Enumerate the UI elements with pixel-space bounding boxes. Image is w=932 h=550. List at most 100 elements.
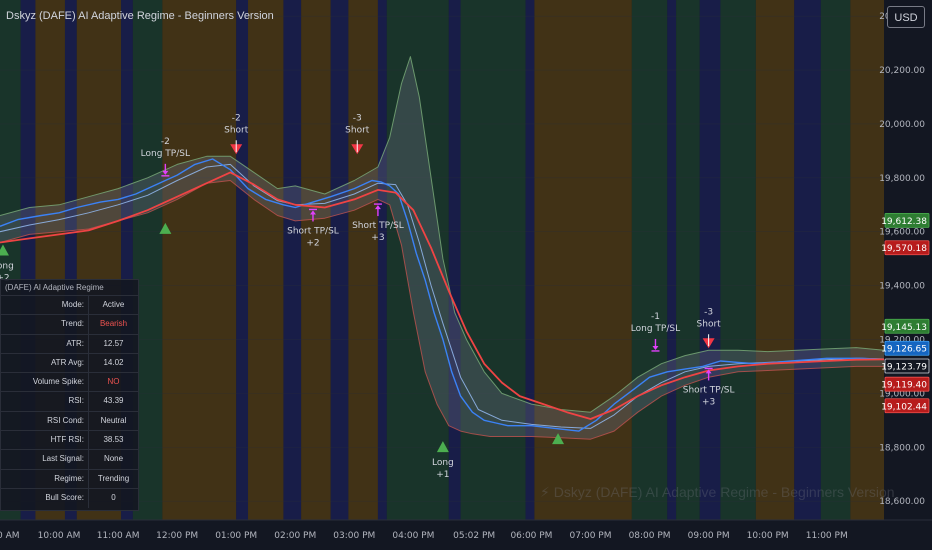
- indicator-title: Dskyz (DAFE) AI Adaptive Regime - Beginn…: [6, 10, 274, 22]
- x-tick-label: 03:00 PM: [333, 531, 375, 541]
- regime-band-23: [699, 0, 721, 520]
- regime-band-9: [248, 0, 284, 520]
- panel-row-label: ATR:: [1, 334, 89, 353]
- x-tick-label: 11:00 PM: [806, 531, 848, 541]
- status-panel: (DAFE) AI Adaptive Regime Mode: Active Tre…: [0, 279, 139, 511]
- signal-short-3: -2 Short: [224, 113, 249, 155]
- y-tick-label: 19,200.00: [879, 335, 925, 345]
- x-tick-label: 10:00 PM: [747, 531, 789, 541]
- panel-row-label: Mode:: [1, 296, 89, 315]
- regime-band-17: [460, 0, 526, 520]
- price-tag-box: [884, 318, 930, 334]
- regime-band-24: [720, 0, 756, 520]
- y-tick-label: 20,200.00: [879, 66, 925, 76]
- panel-row-value: 12.57: [103, 338, 124, 348]
- price-axis-bg: [884, 0, 932, 550]
- x-tick-label: 02:00 PM: [274, 531, 316, 541]
- regime-band-11: [301, 0, 331, 520]
- panel-row-value: 38.53: [103, 435, 124, 445]
- price-tag-0: 19,612.38: [881, 212, 930, 228]
- panel-row: Last Signal: None: [1, 450, 138, 470]
- long-arrow-icon: [436, 441, 449, 453]
- signal-long-7: Long +1: [432, 441, 454, 480]
- signal-label: Short TP/SL: [352, 221, 404, 231]
- price-tag-5: 19,119.40: [881, 376, 930, 392]
- price-tag-label: 19,145.13: [881, 323, 927, 333]
- price-tag-label: 19,570.18: [881, 244, 927, 254]
- regime-band-3: [64, 0, 77, 520]
- y-tick-label: 19,400.00: [879, 282, 925, 292]
- signal-markers: Long +2 -2 Long TP/SL -2 Short Short TP/SL +2 -3…: [0, 113, 734, 480]
- panel-row-value: NO: [107, 377, 120, 387]
- y-tick-label: 19,000.00: [879, 389, 925, 399]
- price-tag-box: [884, 376, 930, 392]
- series-lines: [0, 56, 885, 440]
- regime-band-22: [676, 0, 700, 520]
- panel-row-value: 0: [111, 492, 116, 502]
- panel-row: Volume Spike: NO: [1, 373, 138, 393]
- x-tick-label: 01:00 PM: [215, 531, 257, 541]
- regime-band-28: [850, 0, 884, 520]
- x-tick-label: 9:00 AM: [0, 531, 20, 541]
- regime-band-19: [534, 0, 632, 520]
- price-tag-label: 19,123.79: [881, 363, 927, 373]
- signal-label: -3: [353, 113, 362, 123]
- price-tag-1: 19,570.18: [881, 240, 930, 256]
- signal-exit-up-11: Short TP/SL +3: [683, 367, 734, 407]
- y-tick-label: 18,800.00: [879, 443, 925, 453]
- signal-label: -3: [704, 307, 713, 317]
- series-line-mid: [0, 163, 885, 429]
- panel-row-value: Bearish: [99, 319, 128, 329]
- y-tick-label: 18,600.00: [879, 497, 925, 507]
- currency-button[interactable]: USD: [887, 6, 925, 28]
- signal-label: +2: [306, 238, 319, 248]
- regime-band-8: [236, 0, 249, 520]
- signal-label: Long TP/SL: [631, 324, 680, 334]
- panel-row-label: Volume Spike:: [1, 373, 89, 392]
- panel-row-value: Neutral: [100, 415, 127, 425]
- price-tag-box: [884, 340, 930, 356]
- regime-band-5: [121, 0, 133, 520]
- x-tick-label: 09:00 PM: [688, 531, 730, 541]
- band-cloud: [0, 56, 884, 440]
- regime-band-26: [794, 0, 821, 520]
- panel-row-value: 14.02: [103, 357, 124, 367]
- signal-label: -2: [232, 113, 241, 123]
- band-cloud-fill: [0, 56, 884, 440]
- x-tick-label: 06:00 PM: [510, 531, 552, 541]
- exit-down-arrow-icon: [652, 345, 659, 350]
- signal-label: Long: [432, 458, 454, 468]
- panel-row-label: Trend:: [1, 315, 89, 334]
- regime-band-20: [631, 0, 668, 520]
- signal-short-10: -3 Short: [697, 307, 721, 349]
- panel-row-label: HTF RSI:: [1, 431, 89, 450]
- signal-exit-down-2: -2 Long TP/SL: [141, 137, 190, 177]
- panel-row: RSI: 43.39: [1, 392, 138, 412]
- regime-band-10: [283, 0, 302, 520]
- price-tag-4: 19,123.79: [881, 358, 930, 374]
- price-tag-box: [884, 240, 930, 256]
- signal-label: Short: [345, 125, 370, 135]
- price-tag-label: 19,126.65: [881, 345, 927, 355]
- series-line-lower: [0, 180, 884, 440]
- panel-row: Bull Score: 0: [1, 488, 138, 509]
- signal-exit-down-9: -1 Long TP/SL: [631, 312, 680, 352]
- signal-label: -1: [651, 312, 660, 322]
- y-tick-label: 19,800.00: [879, 174, 925, 184]
- exit-down-arrow-icon: [162, 170, 169, 175]
- panel-row: ATR Avg: 14.02: [1, 353, 138, 374]
- signal-label: Long: [0, 261, 14, 271]
- panel-row-value: None: [103, 454, 124, 464]
- price-tag-label: 19,119.40: [881, 381, 927, 391]
- regime-band-7: [162, 0, 237, 520]
- panel-row-label: RSI:: [1, 392, 89, 411]
- signal-label: Long TP/SL: [141, 149, 190, 159]
- x-tick-label: 07:00 PM: [570, 531, 612, 541]
- watermark-text: Dskyz (DAFE) AI Adaptive Regime - Beginn…: [553, 484, 895, 500]
- price-tag-6: 19,102.44: [881, 398, 930, 414]
- price-tags: 19,612.38 19,570.18 19,145.13 19,126.65 19,1…: [881, 212, 930, 414]
- panel-header: (DAFE) AI Adaptive Regime: [1, 280, 138, 296]
- price-axis: 20,400.0020,200.0020,000.0019,800.0019,6…: [879, 0, 932, 550]
- price-tag-label: 19,102.44: [881, 402, 927, 412]
